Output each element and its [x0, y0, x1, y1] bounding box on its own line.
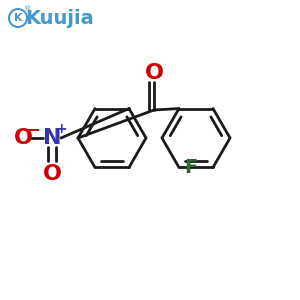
Text: F: F	[184, 158, 198, 177]
Text: O: O	[43, 164, 61, 184]
Text: −: −	[26, 120, 40, 138]
Text: Kuujia: Kuujia	[26, 8, 94, 28]
Text: ®: ®	[24, 6, 32, 12]
Text: +: +	[55, 122, 67, 136]
Text: K: K	[14, 13, 22, 23]
Text: O: O	[14, 128, 32, 148]
Text: N: N	[43, 128, 61, 148]
Text: O: O	[145, 63, 164, 83]
